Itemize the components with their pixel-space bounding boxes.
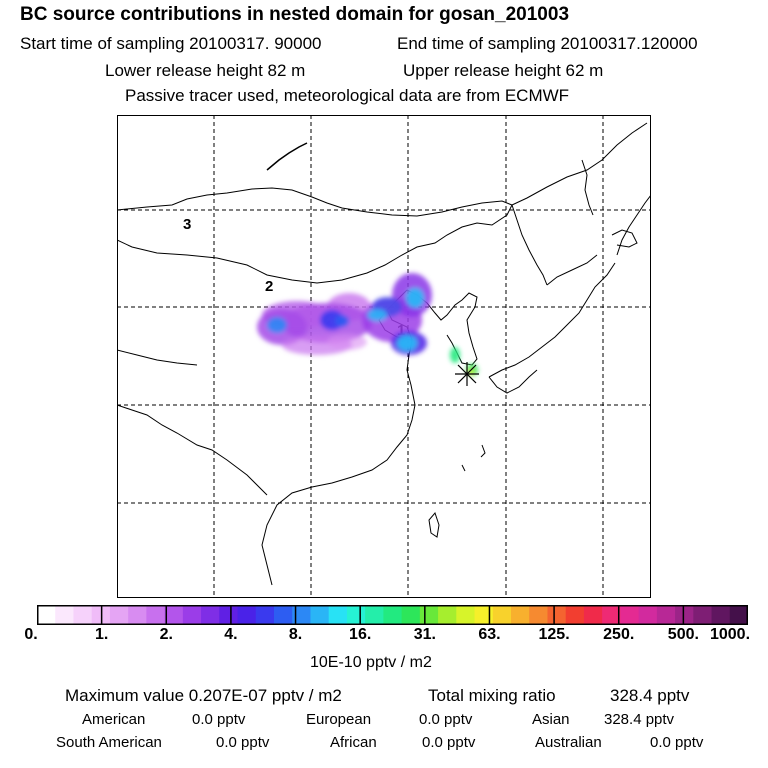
colorbar-swatch <box>529 605 548 625</box>
colorbar-swatch <box>474 605 494 625</box>
tracer-note: Passive tracer used, meteorological data… <box>125 86 570 105</box>
asterisk-icon <box>455 362 479 386</box>
region-name-australian: Australian <box>535 734 602 751</box>
colorbar-tick-label: 250. <box>603 626 635 643</box>
colorbar-units: 10E-10 pptv / m2 <box>310 654 432 671</box>
start-time: Start time of sampling 20100317. 90000 <box>20 34 322 53</box>
region-value-australian: 0.0 pptv <box>650 734 704 751</box>
colorbar-swatch <box>729 605 748 625</box>
colorbar-tick-label: 31. <box>413 626 436 643</box>
colorbar-swatch <box>73 605 93 625</box>
colorbar-swatch <box>711 605 731 625</box>
colorbar-swatch <box>456 605 476 625</box>
total-mixing-value: 328.4 pptv <box>610 686 690 705</box>
colorbar-tick-label: 0. <box>24 626 38 643</box>
colorbar-tick-label: 16. <box>349 626 372 643</box>
colorbar-swatch <box>346 605 366 625</box>
colorbar-swatch <box>401 605 421 625</box>
colorbar <box>37 605 748 625</box>
map-title: BC source contributions in nested domain… <box>20 4 570 25</box>
colorbar-swatch <box>675 605 694 625</box>
colorbar-swatch <box>274 605 293 625</box>
colorbar-tick-label: 1000. <box>709 626 751 643</box>
colorbar-swatch <box>602 605 621 625</box>
colorbar-swatch <box>419 605 439 625</box>
colorbar-swatch <box>37 605 56 625</box>
region-name-african: African <box>330 734 377 751</box>
colorbar-swatch <box>310 605 330 625</box>
colorbar-tick-label: 2. <box>159 626 173 643</box>
region-name-south-american: South American <box>56 734 162 751</box>
grid-lines <box>117 115 651 598</box>
colorbar-swatch <box>583 605 603 625</box>
region-name-american: American <box>82 711 146 728</box>
region-value-african: 0.0 pptv <box>422 734 476 751</box>
map-panel: 3 2 1 <box>117 115 651 598</box>
total-mixing-label: Total mixing ratio <box>428 686 556 705</box>
colorbar-tick-label: 125. <box>538 626 570 643</box>
colorbar-tick-label: 500. <box>667 626 699 643</box>
colorbar-swatch <box>638 605 658 625</box>
colorbar-swatch <box>255 605 275 625</box>
region-value-european: 0.0 pptv <box>419 711 473 728</box>
colorbar-swatch <box>201 605 220 625</box>
colorbar-swatch <box>693 605 713 625</box>
upper-release-height: Upper release height 62 m <box>403 61 604 80</box>
colorbar-swatch <box>128 605 147 625</box>
concentration-plume <box>257 273 478 376</box>
colorbar-swatch <box>565 605 585 625</box>
max-value: Maximum value 0.207E-07 pptv / m2 <box>65 686 342 705</box>
colorbar-tick-label: 4. <box>224 626 238 643</box>
colorbar-swatch <box>511 605 530 625</box>
region-value-american: 0.0 pptv <box>192 711 246 728</box>
colorbar-swatch <box>547 605 567 625</box>
region-label-3: 3 <box>183 216 191 233</box>
colorbar-swatch <box>182 605 202 625</box>
colorbar-swatch <box>146 605 166 625</box>
colorbar-swatch <box>164 605 184 625</box>
region-value-asian: 328.4 pptv <box>604 711 675 728</box>
colorbar-swatch <box>292 605 311 625</box>
colorbar-ticks: 0. 1. 2. 4. 8. 16. 31. 63. 125. 250. 500. 1000. <box>0 626 768 648</box>
colorbar-swatch <box>237 605 257 625</box>
colorbar-frame <box>37 605 748 625</box>
map-frame <box>117 115 651 598</box>
region-name-asian: Asian <box>532 711 570 728</box>
region-label-2: 2 <box>265 278 273 295</box>
region-value-south-american: 0.0 pptv <box>216 734 270 751</box>
colorbar-swatch <box>656 605 676 625</box>
lower-release-height: Lower release height 82 m <box>105 61 306 80</box>
colorbar-swatch <box>620 605 640 625</box>
colorbar-swatch <box>383 605 403 625</box>
end-time: End time of sampling 20100317.120000 <box>397 34 698 53</box>
sampling-times: Start time of sampling 20100317. 90000 E… <box>20 34 698 54</box>
release-heights: Lower release height 82 m Upper release … <box>105 61 603 81</box>
colorbar-swatch <box>328 605 348 625</box>
colorbar-swatch <box>219 605 239 625</box>
colorbar-tick-label: 63. <box>478 626 501 643</box>
colorbar-swatch <box>438 605 457 625</box>
colorbar-swatch <box>55 605 74 625</box>
colorbar-swatch <box>492 605 512 625</box>
colorbar-swatch <box>365 605 384 625</box>
colorbar-swatch <box>109 605 129 625</box>
colorbar-tick-label: 8. <box>288 626 303 643</box>
region-name-european: European <box>306 711 372 728</box>
colorbar-tick-label: 1. <box>94 626 109 643</box>
